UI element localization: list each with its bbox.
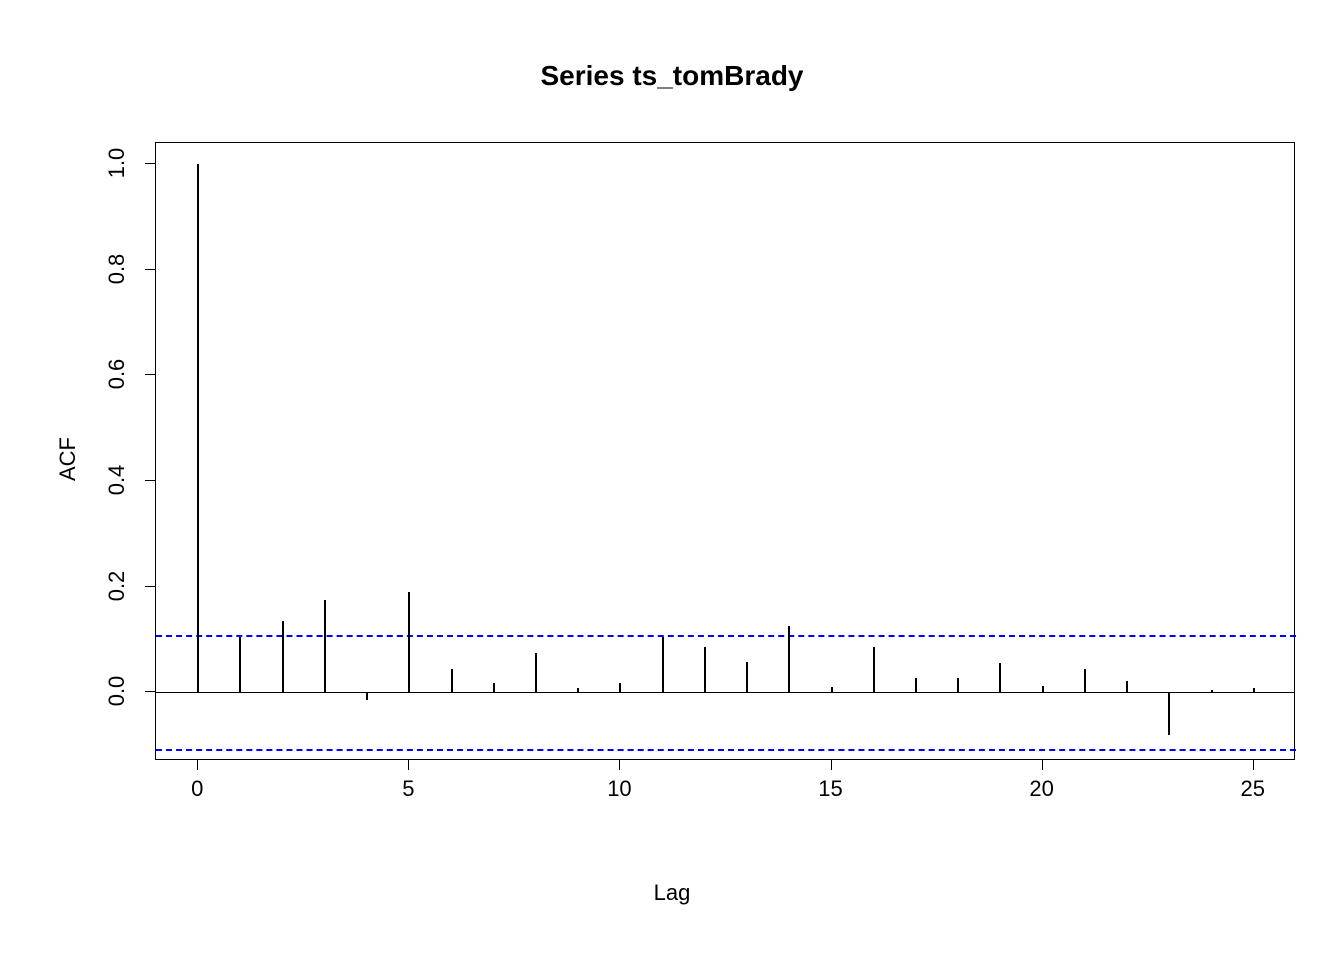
x-tick: [197, 760, 198, 770]
acf-bar: [746, 662, 748, 692]
acf-bar: [324, 600, 326, 692]
acf-bar: [493, 683, 495, 693]
acf-bar: [535, 653, 537, 693]
y-tick-label: 0.2: [105, 561, 129, 611]
y-axis-label: ACF: [55, 437, 81, 481]
y-tick-label: 1.0: [105, 138, 129, 188]
acf-bar: [999, 663, 1001, 692]
y-tick-label: 0.6: [105, 349, 129, 399]
x-tick-label: 20: [1022, 776, 1062, 802]
y-tick: [145, 586, 155, 587]
x-tick: [408, 760, 409, 770]
acf-bar: [619, 683, 621, 693]
acf-bar: [1126, 681, 1128, 693]
x-tick: [619, 760, 620, 770]
x-tick-label: 15: [811, 776, 851, 802]
y-tick: [145, 691, 155, 692]
acf-bar: [662, 637, 664, 692]
plot-area: [155, 142, 1295, 760]
acf-bar: [239, 637, 241, 692]
acf-bar: [704, 647, 706, 692]
acf-bar: [408, 592, 410, 692]
confidence-upper: [156, 635, 1296, 637]
chart-title: Series ts_tomBrady: [0, 60, 1344, 92]
acf-bar: [788, 626, 790, 692]
y-tick: [145, 269, 155, 270]
acf-bar: [915, 678, 917, 693]
y-tick-label: 0.4: [105, 455, 129, 505]
y-tick-label: 0.0: [105, 666, 129, 716]
zero-line: [156, 692, 1294, 693]
acf-bar: [366, 692, 368, 700]
y-tick: [145, 374, 155, 375]
acf-bar: [1084, 669, 1086, 693]
acf-bar: [1211, 690, 1213, 693]
x-tick: [1042, 760, 1043, 770]
acf-bar: [1253, 688, 1255, 692]
acf-bar: [957, 678, 959, 693]
y-tick: [145, 480, 155, 481]
x-tick-label: 5: [388, 776, 428, 802]
acf-bar: [873, 647, 875, 692]
acf-bar: [282, 621, 284, 692]
x-tick-label: 0: [177, 776, 217, 802]
acf-bar: [577, 688, 579, 692]
acf-bar: [1042, 686, 1044, 692]
x-tick: [831, 760, 832, 770]
x-tick-label: 25: [1233, 776, 1273, 802]
acf-bar: [1168, 692, 1170, 734]
acf-bar: [451, 669, 453, 693]
x-tick-label: 10: [599, 776, 639, 802]
acf-bar: [831, 687, 833, 692]
acf-bar: [197, 164, 199, 692]
confidence-lower: [156, 749, 1296, 751]
x-tick: [1253, 760, 1254, 770]
x-axis-label: Lag: [0, 880, 1344, 906]
y-tick-label: 0.8: [105, 244, 129, 294]
y-tick: [145, 163, 155, 164]
